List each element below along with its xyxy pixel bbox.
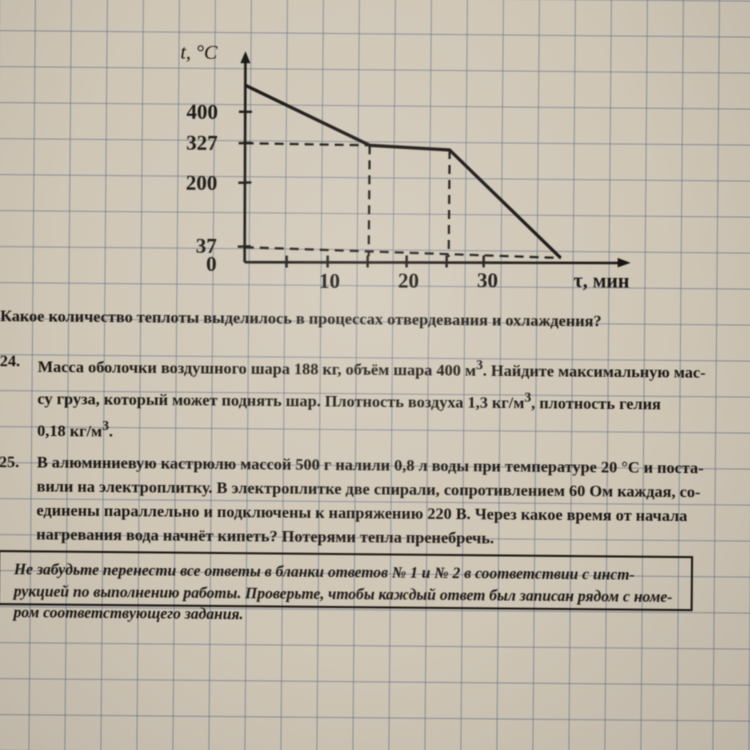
svg-text:τ, мин: τ, мин: [573, 270, 629, 292]
svg-text:30: 30: [477, 268, 498, 292]
svg-text:200: 200: [186, 171, 218, 195]
svg-text:0: 0: [206, 252, 217, 276]
svg-text:20: 20: [398, 269, 419, 293]
svg-text:400: 400: [186, 100, 218, 124]
svg-text:10: 10: [319, 269, 340, 293]
svg-text:t, °C: t, °C: [180, 42, 218, 64]
svg-text:327: 327: [186, 131, 218, 155]
